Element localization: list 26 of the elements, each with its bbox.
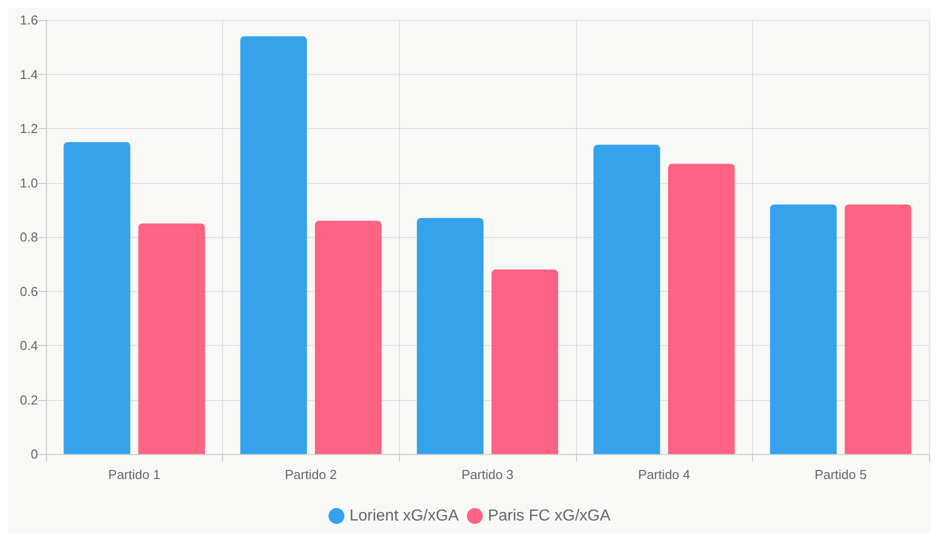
- bar: [64, 142, 130, 454]
- legend-label: Paris FC xG/xGA: [488, 508, 611, 524]
- y-tick-label: 1.4: [20, 66, 38, 82]
- legend-label: Lorient xG/xGA: [349, 508, 460, 524]
- x-tick-label: Partido 3: [461, 467, 514, 482]
- bar: [593, 144, 660, 454]
- bar: [240, 36, 307, 454]
- bar: [314, 220, 382, 454]
- y-tick-label: 0.6: [20, 284, 38, 299]
- y-tick-label: 0.2: [20, 392, 38, 408]
- bar: [668, 164, 735, 454]
- bar: [844, 204, 912, 454]
- bar: [138, 223, 205, 454]
- y-tick-label: 1.0: [20, 175, 38, 190]
- y-tick-label: 0.4: [20, 338, 38, 353]
- y-tick-label: 1.6: [20, 12, 38, 28]
- x-tick-label: Partido 1: [108, 467, 160, 482]
- bar: [416, 218, 484, 454]
- y-tick-label: 1.2: [20, 121, 38, 136]
- x-tick-label: Partido 2: [284, 467, 337, 482]
- bar: [770, 204, 837, 454]
- y-tick-label: 0.8: [20, 230, 38, 244]
- x-tick-label: Partido 4: [638, 467, 690, 482]
- bar: [492, 270, 558, 454]
- y-tick-label: 0: [30, 446, 38, 462]
- x-tick-label: Partido 5: [814, 467, 867, 482]
